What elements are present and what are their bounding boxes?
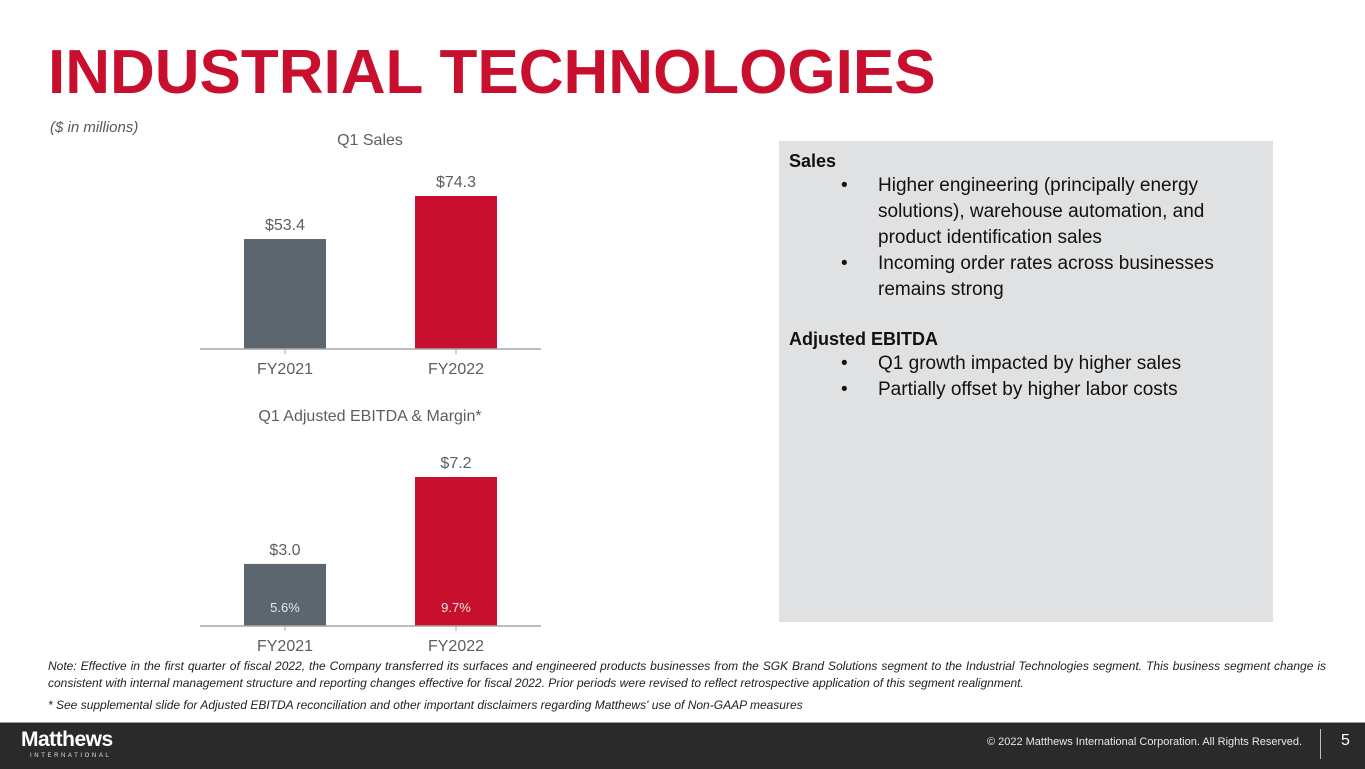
non-gaap-footnote: * See supplemental slide for Adjusted EB… — [48, 698, 803, 712]
ebitda-bullets: • Q1 growth impacted by higher sales • P… — [789, 351, 1263, 403]
bullet-icon: • — [841, 379, 848, 400]
sales-bar-fy2022 — [415, 196, 497, 349]
bullet-text: Incoming order rates across businesses r… — [878, 253, 1214, 300]
matthews-logo: Matthews INTERNATIONAL — [21, 728, 113, 760]
ebitda-data-label: $7.2 — [440, 455, 471, 472]
bullet-item: • Q1 growth impacted by higher sales — [789, 351, 1263, 377]
bullet-item: • Higher engineering (principally energy… — [789, 173, 1263, 251]
bullet-text: Higher engineering (principally energy s… — [878, 175, 1205, 248]
ebitda-bar-fy2022 — [415, 477, 497, 626]
ebitda-chart-title: Q1 Adjusted EBITDA & Margin* — [258, 408, 481, 425]
bullet-item: • Partially offset by higher labor costs — [789, 377, 1263, 403]
logo-wordmark: Matthews — [21, 728, 113, 751]
sales-data-label: $53.4 — [265, 217, 305, 234]
ebitda-margin-label: 5.6% — [270, 600, 300, 615]
bullet-icon: • — [841, 353, 848, 374]
sales-bar-fy2021 — [244, 239, 326, 349]
ebitda-x-tick-label: FY2022 — [428, 638, 484, 655]
ebitda-data-label: $3.0 — [269, 542, 300, 559]
units-note: ($ in millions) — [50, 119, 139, 136]
ebitda-margin-label: 9.7% — [441, 600, 471, 615]
sales-commentary: Sales • Higher engineering (principally … — [789, 149, 1263, 303]
ebitda-x-tick-label: FY2021 — [257, 638, 313, 655]
bullet-text: Q1 growth impacted by higher sales — [878, 353, 1182, 374]
ebitda-commentary: Adjusted EBITDA • Q1 growth impacted by … — [789, 327, 1263, 403]
copyright-text: © 2022 Matthews International Corporatio… — [986, 736, 1302, 748]
bullet-icon: • — [841, 253, 848, 274]
bullet-text: Partially offset by higher labor costs — [878, 379, 1178, 400]
sales-heading: Sales — [789, 151, 837, 171]
bullet-icon: • — [841, 175, 848, 196]
footer-divider — [1320, 729, 1321, 759]
segment-note: Note: Effective in the first quarter of … — [48, 659, 1326, 690]
charts-canvas: Q1 Sales $53.4 FY2021 $74.3 FY2022 Q1 Adjuste… — [200, 132, 541, 655]
bullet-item: • Incoming order rates across businesses… — [789, 251, 1263, 303]
ebitda-heading: Adjusted EBITDA — [789, 329, 939, 349]
sales-data-label: $74.3 — [436, 174, 476, 191]
footer-bar: Matthews INTERNATIONAL © 2022 Matthews I… — [0, 722, 1365, 769]
sales-bullets: • Higher engineering (principally energy… — [789, 173, 1263, 303]
ebitda-bar-fy2021 — [244, 563, 326, 626]
sales-x-tick-label: FY2022 — [428, 361, 484, 378]
commentary-panel: Sales • Higher engineering (principally … — [779, 141, 1273, 622]
page-title: INDUSTRIAL TECHNOLOGIES — [48, 38, 936, 107]
sales-x-tick-label: FY2021 — [257, 361, 313, 378]
sales-chart-title: Q1 Sales — [337, 132, 403, 149]
logo-subtitle: INTERNATIONAL — [30, 753, 112, 759]
page-number: 5 — [1341, 732, 1350, 749]
